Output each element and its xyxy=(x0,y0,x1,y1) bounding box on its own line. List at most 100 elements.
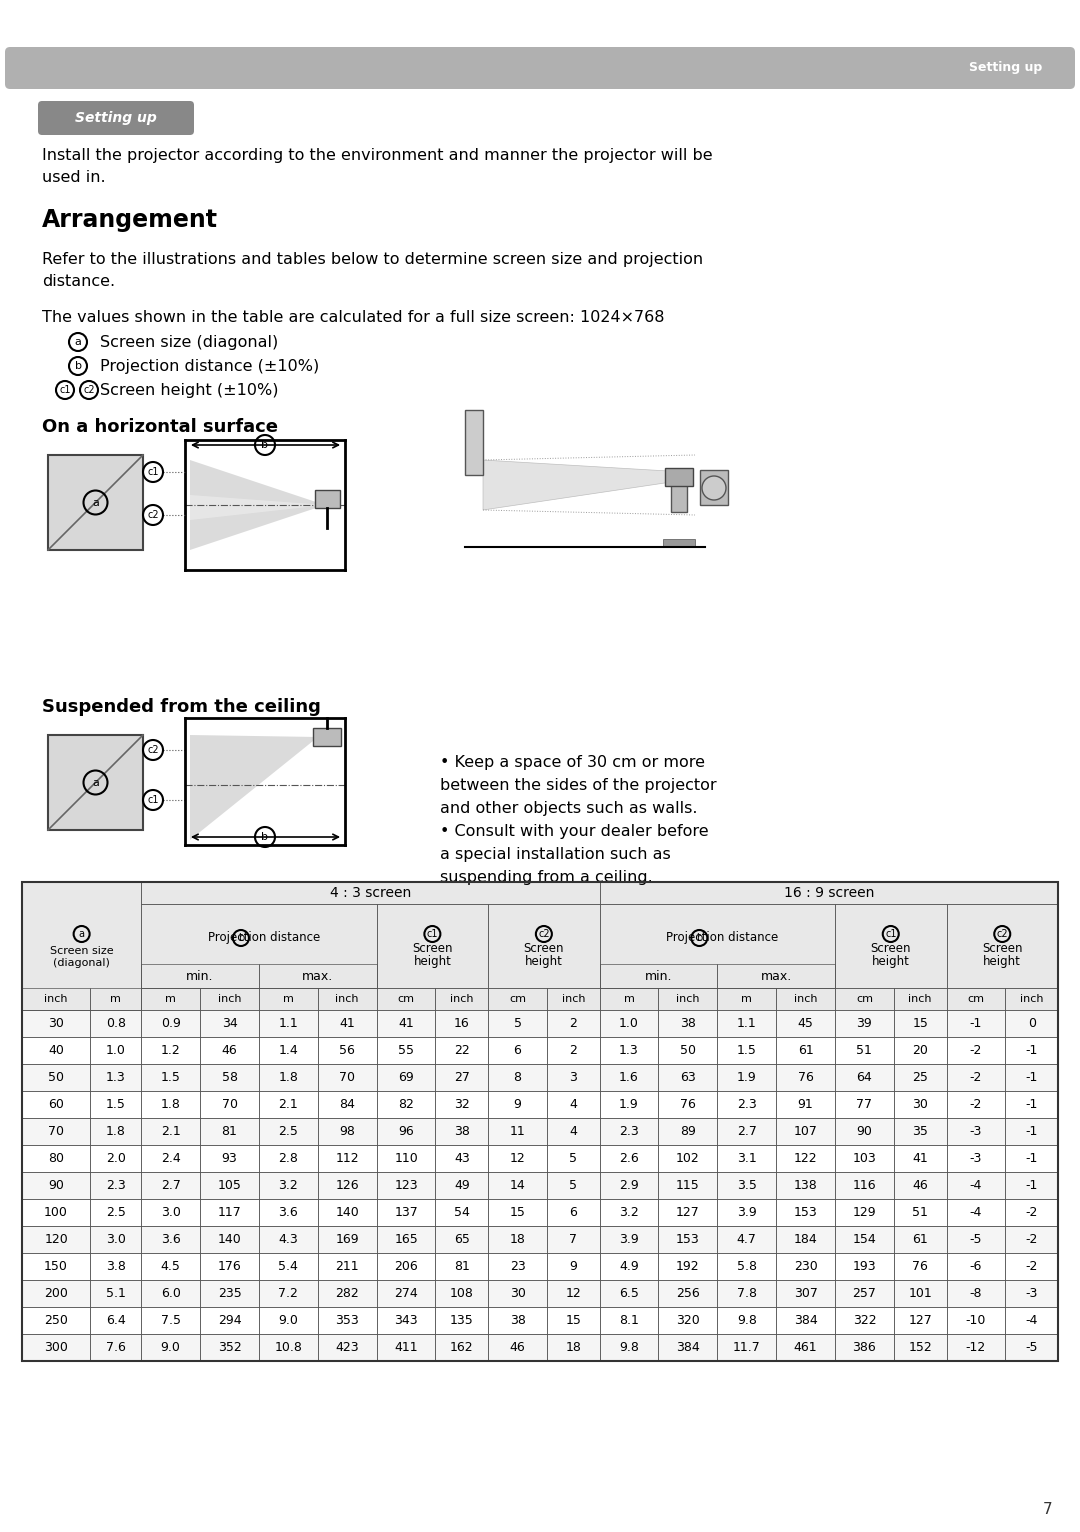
Text: 77: 77 xyxy=(856,1098,873,1111)
Bar xyxy=(659,1226,717,1253)
Bar xyxy=(946,1037,1005,1065)
Bar xyxy=(259,1334,318,1360)
Bar xyxy=(777,1226,835,1253)
Text: 2.4: 2.4 xyxy=(161,1152,180,1164)
Text: 63: 63 xyxy=(680,1071,696,1085)
Text: 76: 76 xyxy=(680,1098,696,1111)
Text: c1: c1 xyxy=(59,385,71,395)
Bar xyxy=(546,1334,599,1360)
Bar xyxy=(717,1226,777,1253)
Bar xyxy=(435,1334,488,1360)
Bar xyxy=(200,1334,259,1360)
Bar xyxy=(200,1010,259,1037)
Bar xyxy=(377,1037,435,1065)
Bar xyxy=(599,1172,659,1200)
Bar xyxy=(22,1334,90,1360)
Bar xyxy=(141,1226,200,1253)
Bar xyxy=(659,1091,717,1118)
Text: 15: 15 xyxy=(510,1206,526,1219)
Bar xyxy=(259,988,318,1010)
Text: 2.1: 2.1 xyxy=(161,1124,180,1138)
Bar xyxy=(1005,1307,1058,1334)
Text: 6.5: 6.5 xyxy=(619,1287,639,1301)
Bar xyxy=(435,988,488,1010)
Text: -1: -1 xyxy=(1026,1124,1038,1138)
Text: inch: inch xyxy=(44,994,68,1003)
Bar xyxy=(894,1118,946,1144)
Text: 51: 51 xyxy=(856,1043,873,1057)
Text: 9.0: 9.0 xyxy=(279,1314,298,1327)
Bar xyxy=(1005,1091,1058,1118)
Text: 98: 98 xyxy=(339,1124,355,1138)
Text: 49: 49 xyxy=(454,1180,470,1192)
Text: 282: 282 xyxy=(335,1287,359,1301)
Text: -6: -6 xyxy=(970,1259,982,1273)
Bar xyxy=(488,1010,546,1037)
Bar xyxy=(1005,1200,1058,1226)
Bar xyxy=(777,1334,835,1360)
Bar xyxy=(894,1091,946,1118)
Bar xyxy=(435,1144,488,1172)
Bar xyxy=(90,1200,141,1226)
Bar xyxy=(90,1172,141,1200)
Bar xyxy=(259,1010,318,1037)
Bar xyxy=(200,1091,259,1118)
Bar xyxy=(659,1334,717,1360)
Bar xyxy=(435,1226,488,1253)
Text: -2: -2 xyxy=(970,1043,982,1057)
Bar xyxy=(435,1334,488,1360)
Bar xyxy=(141,1118,200,1144)
Bar xyxy=(717,1010,777,1037)
Text: -1: -1 xyxy=(1026,1098,1038,1111)
Bar xyxy=(318,1037,377,1065)
Text: Refer to the illustrations and tables below to determine screen size and project: Refer to the illustrations and tables be… xyxy=(42,251,703,267)
Text: inch: inch xyxy=(676,994,700,1003)
Circle shape xyxy=(702,476,726,499)
Bar xyxy=(318,1091,377,1118)
Text: 165: 165 xyxy=(394,1233,418,1246)
Text: 110: 110 xyxy=(394,1152,418,1164)
Bar xyxy=(894,1010,946,1037)
Text: Screen: Screen xyxy=(524,942,564,956)
Bar xyxy=(599,1307,659,1334)
Text: 41: 41 xyxy=(339,1017,355,1030)
Text: 16 : 9 screen: 16 : 9 screen xyxy=(784,885,874,899)
Bar xyxy=(700,470,728,506)
Bar xyxy=(318,1253,377,1281)
Text: inch: inch xyxy=(908,994,932,1003)
Bar xyxy=(546,1334,599,1360)
Bar xyxy=(259,1226,318,1253)
Text: a: a xyxy=(79,928,84,939)
Bar xyxy=(894,1010,946,1037)
Bar xyxy=(259,1144,318,1172)
Text: 153: 153 xyxy=(676,1233,700,1246)
Text: 38: 38 xyxy=(680,1017,696,1030)
Bar xyxy=(488,1118,546,1144)
Bar xyxy=(318,988,377,1010)
Bar xyxy=(659,1118,717,1144)
Bar xyxy=(894,1037,946,1065)
Text: 256: 256 xyxy=(676,1287,700,1301)
Text: Projection distance (±10%): Projection distance (±10%) xyxy=(100,358,320,374)
Bar xyxy=(717,1172,777,1200)
Bar xyxy=(90,1253,141,1281)
Text: -1: -1 xyxy=(1026,1043,1038,1057)
Text: 65: 65 xyxy=(454,1233,470,1246)
Bar xyxy=(659,1200,717,1226)
Text: 93: 93 xyxy=(221,1152,238,1164)
Bar xyxy=(488,1281,546,1307)
Bar xyxy=(1005,1172,1058,1200)
Bar xyxy=(488,1172,546,1200)
Bar xyxy=(377,1065,435,1091)
Bar xyxy=(200,1065,259,1091)
Text: 184: 184 xyxy=(794,1233,818,1246)
Bar xyxy=(894,1226,946,1253)
Bar xyxy=(777,1172,835,1200)
Text: 117: 117 xyxy=(218,1206,242,1219)
Bar xyxy=(599,964,717,988)
Text: -4: -4 xyxy=(1026,1314,1038,1327)
Bar xyxy=(835,1144,894,1172)
Bar xyxy=(90,1281,141,1307)
Bar xyxy=(488,1200,546,1226)
Text: -5: -5 xyxy=(970,1233,982,1246)
